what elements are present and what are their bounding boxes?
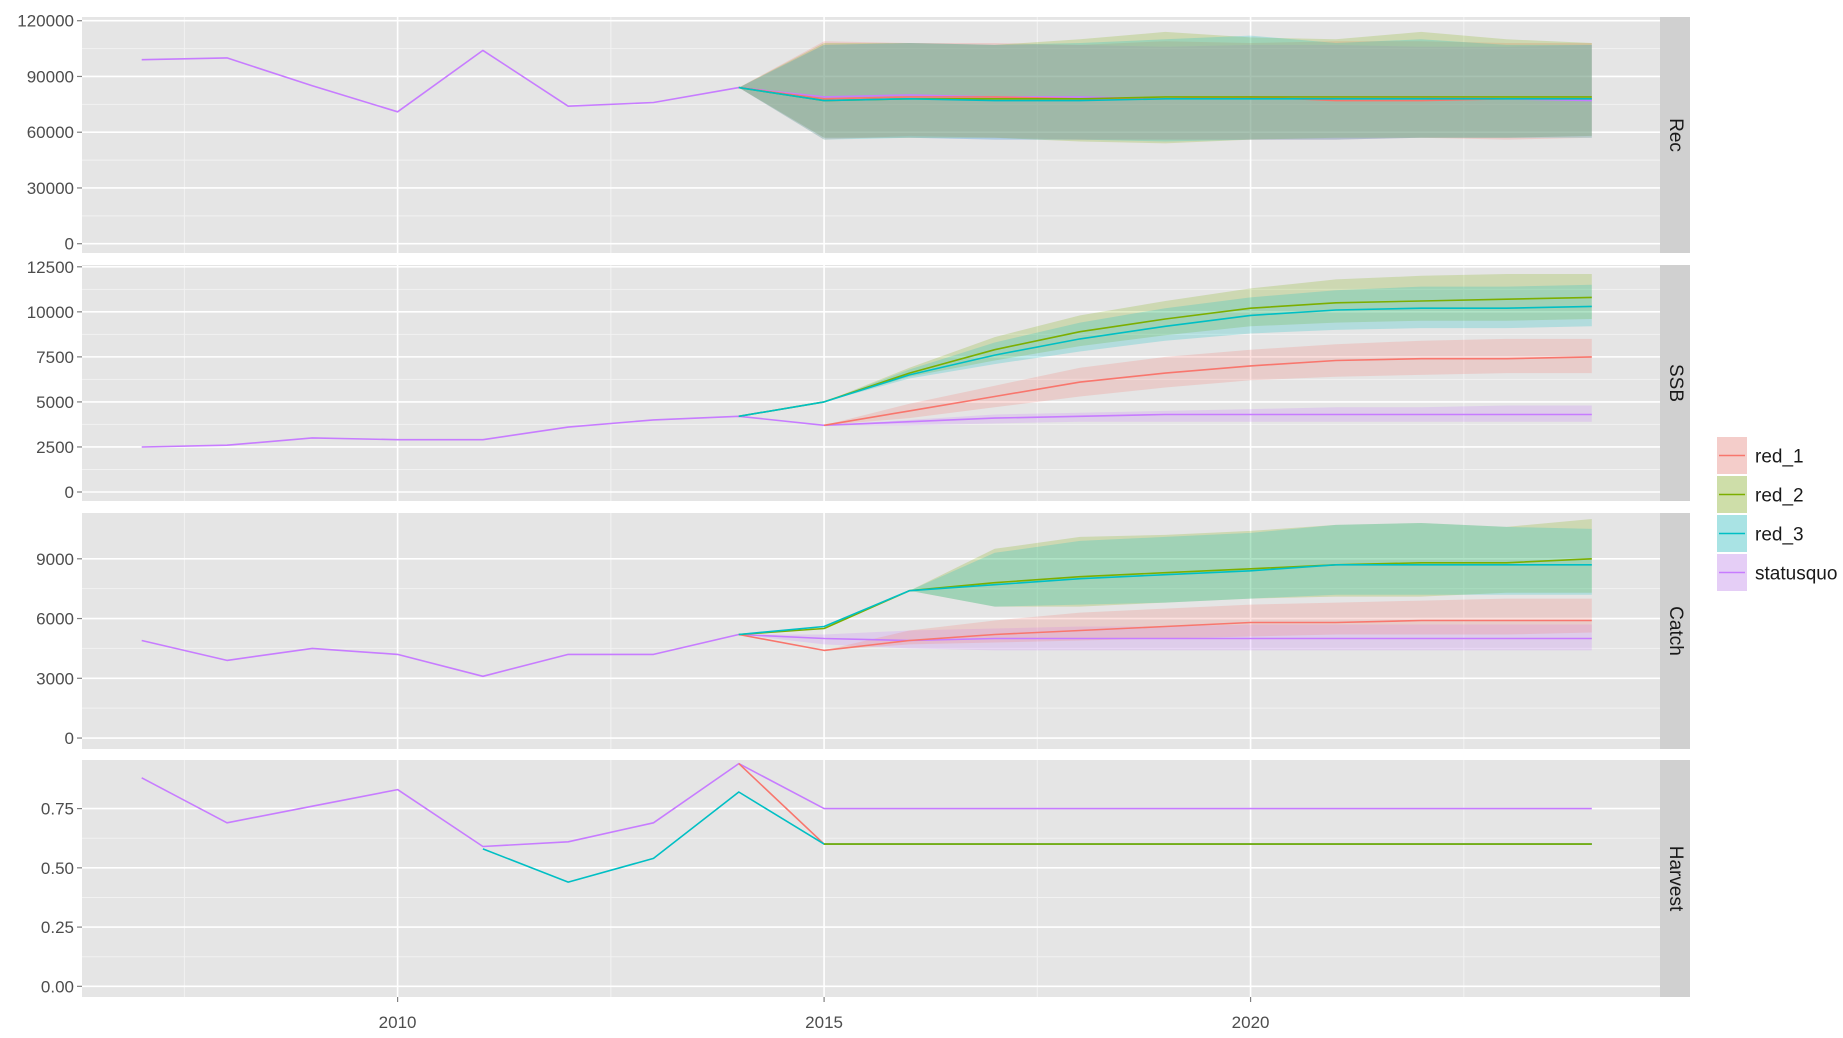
y-tick-label-rec: 90000: [27, 67, 74, 86]
panel-ssb: 0 2500 5000 7500 10000 12500 SSB: [27, 258, 1690, 502]
legend-label-red-2: red_2: [1755, 486, 1804, 507]
legend-label-statusquo: statusquo: [1755, 564, 1837, 585]
y-tick-label-harvest: 0.00: [41, 977, 74, 996]
y-tick-label-catch: 9000: [36, 550, 74, 569]
y-tick-label-harvest: 0.50: [41, 859, 74, 878]
y-tick-label-rec: 120000: [17, 12, 74, 31]
y-tick-label-rec: 60000: [27, 123, 74, 142]
y-tick-label-harvest: 0.25: [41, 918, 74, 937]
panel-rec: 0 30000 60000 90000 120000 Rec: [17, 12, 1690, 254]
panel-background-harvest: [82, 760, 1660, 997]
y-tick-label-ssb: 0: [65, 483, 74, 502]
ribbon-red-3-rec: [739, 36, 1592, 142]
strip-label-catch: Catch: [1665, 606, 1686, 656]
y-tick-label-catch: 0: [65, 729, 74, 748]
x-tick-label: 2020: [1232, 1013, 1270, 1032]
y-tick-label-harvest: 0.75: [41, 800, 74, 819]
strip-label-harvest: Harvest: [1665, 846, 1686, 912]
y-tick-label-rec: 0: [65, 235, 74, 254]
panel-catch: 0 3000 6000 9000 Catch: [36, 513, 1690, 749]
legend-label-red-1: red_1: [1755, 447, 1804, 468]
y-tick-label-ssb: 10000: [27, 303, 74, 322]
y-tick-label-catch: 3000: [36, 669, 74, 688]
x-tick-label: 2010: [379, 1013, 417, 1032]
y-tick-label-ssb: 7500: [36, 348, 74, 367]
x-tick-label: 2015: [805, 1013, 843, 1032]
panel-harvest: 0.00 0.25 0.50 0.75 Harvest: [41, 760, 1690, 997]
legend-label-red-3: red_3: [1755, 525, 1804, 546]
y-tick-label-ssb: 5000: [36, 393, 74, 412]
y-tick-label-rec: 30000: [27, 179, 74, 198]
y-tick-label-ssb: 2500: [36, 438, 74, 457]
strip-label-ssb: SSB: [1665, 364, 1686, 402]
y-tick-label-catch: 6000: [36, 610, 74, 629]
strip-label-rec: Rec: [1665, 118, 1686, 152]
y-tick-label-ssb: 12500: [27, 258, 74, 277]
